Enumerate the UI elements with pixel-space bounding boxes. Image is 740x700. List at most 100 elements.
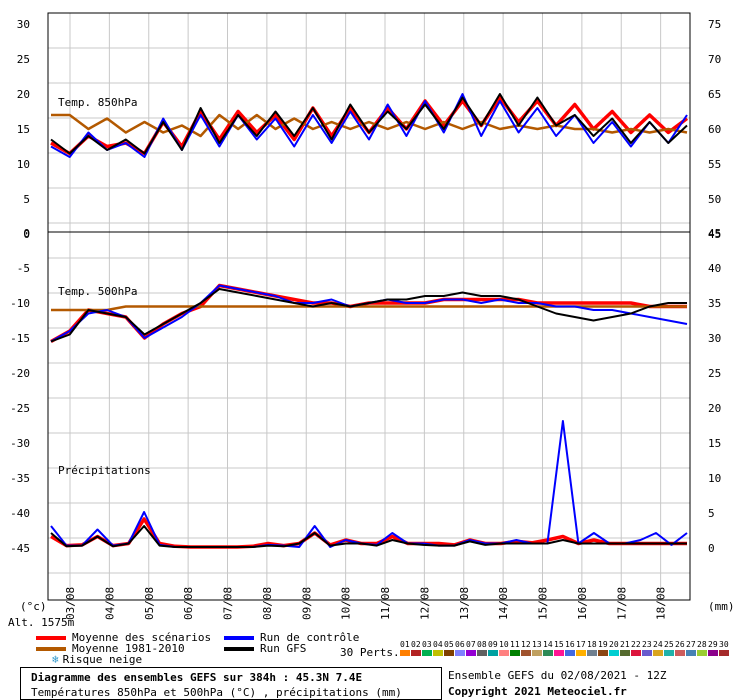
pert-color-swatch [708, 650, 718, 656]
x-tick-label: 11/08 [379, 587, 392, 620]
panel-label-precip: Précipitations [58, 464, 151, 477]
pert-color-swatch [532, 650, 542, 656]
y-tick-left: 5 [23, 193, 30, 206]
y-tick-left: -45 [10, 542, 30, 555]
x-tick-label: 06/08 [182, 587, 195, 620]
pert-color-swatch [664, 650, 674, 656]
pert-number: 06 [455, 640, 465, 649]
pert-number: 05 [444, 640, 454, 649]
series-precip-line [50, 525, 687, 548]
left-unit-label: (°c) [20, 600, 47, 613]
panel-label-500: Temp. 500hPa [58, 285, 137, 298]
y-tick-right: 25 [708, 367, 721, 380]
pert-color-swatch [554, 650, 564, 656]
series-850-line [50, 93, 688, 155]
legend-item-mean: Moyenne des scénarios [36, 632, 211, 643]
pert-color-swatch [499, 650, 509, 656]
legend-item-gfs: Run GFS [224, 643, 306, 654]
panel-label-850: Temp. 850hPa [58, 96, 137, 109]
pert-color-swatch [510, 650, 520, 656]
pert-number: 10 [499, 640, 509, 649]
y-tick-right: 75 [708, 18, 721, 31]
pert-color-swatch [521, 650, 531, 656]
y-tick-left: -30 [10, 437, 30, 450]
y-tick-left: -15 [10, 332, 30, 345]
y-tick-left: 20 [17, 88, 30, 101]
pert-number: 02 [411, 640, 421, 649]
legend-label: Run GFS [260, 642, 307, 655]
pert-number: 01 [400, 640, 410, 649]
legend-swatch [224, 636, 254, 640]
pert-number: 21 [620, 640, 630, 649]
pert-number: 03 [422, 640, 432, 649]
pert-number: 11 [510, 640, 520, 649]
x-tick-label: 03/08 [64, 587, 77, 620]
pert-color-swatch [543, 650, 553, 656]
series-500-line [50, 288, 687, 343]
x-tick-label: 05/08 [143, 587, 156, 620]
y-tick-right: 70 [708, 53, 721, 66]
y-tick-right: 60 [708, 123, 721, 136]
x-tick-label: 10/08 [340, 587, 353, 620]
pert-color-swatch [631, 650, 641, 656]
x-tick-label: 17/08 [615, 587, 628, 620]
pert-number: 29 [708, 640, 718, 649]
series-layer [50, 93, 689, 549]
footer-info-box: Diagramme des ensembles GEFS sur 384h : … [20, 667, 442, 700]
pert-number: 19 [598, 640, 608, 649]
legend-swatch [224, 647, 254, 651]
y-tick-right: 5 [708, 507, 715, 520]
x-tick-label: 14/08 [497, 587, 510, 620]
y-tick-left: -5 [17, 262, 30, 275]
legend-label: Risque neige [62, 653, 143, 666]
legend-label: Run de contrôle [260, 631, 360, 644]
pert-number: 04 [433, 640, 443, 649]
pert-number: 16 [565, 640, 575, 649]
pert-number: 13 [532, 640, 542, 649]
pert-color-swatch [576, 650, 586, 656]
pert-color-swatch [653, 650, 663, 656]
pert-color-swatch [697, 650, 707, 656]
pert-color-swatch [422, 650, 432, 656]
pert-color-swatch [444, 650, 454, 656]
pert-number: 07 [466, 640, 476, 649]
pert-number: 28 [697, 640, 707, 649]
y-tick-left: -35 [10, 472, 30, 485]
x-tick-label: 08/08 [261, 587, 274, 620]
x-tick-label: 16/08 [576, 587, 589, 620]
y-tick-right: 20 [708, 402, 721, 415]
pert-number: 18 [587, 640, 597, 649]
y-tick-left: 30 [17, 18, 30, 31]
right-unit-label: (mm) [708, 600, 735, 613]
x-tick-label: 15/08 [537, 587, 550, 620]
pert-number: 25 [664, 640, 674, 649]
legend-item-control: Run de contrôle [224, 632, 359, 643]
y-tick-right: 40 [708, 262, 721, 275]
x-tick-label: 12/08 [418, 587, 431, 620]
pert-color-swatch [686, 650, 696, 656]
y-tick-right: 55 [708, 158, 721, 171]
y-tick-left: -25 [10, 402, 30, 415]
x-tick-label: 18/08 [655, 587, 668, 620]
pert-number: 12 [521, 640, 531, 649]
pert-color-swatch [400, 650, 410, 656]
y-tick-left: 0 [23, 228, 30, 241]
pert-number: 27 [686, 640, 696, 649]
pert-color-swatch [598, 650, 608, 656]
series-500-line [51, 305, 687, 312]
legend-label: Moyenne 1981-2010 [72, 642, 185, 655]
pert-color-swatch [719, 650, 729, 656]
y-tick-left: -10 [10, 297, 30, 310]
y-tick-right: 15 [708, 437, 721, 450]
pert-color-swatch [488, 650, 498, 656]
snowflake-icon: ❄ [52, 653, 59, 666]
pert-number: 17 [576, 640, 586, 649]
y-tick-left: -40 [10, 507, 30, 520]
pert-number: 26 [675, 640, 685, 649]
axis-labels: 03/08 04/08 05/08 06/08 07/08 08/08 09/08 10/08… [10, 18, 721, 620]
pert-color-swatch [620, 650, 630, 656]
pert-color-swatch [587, 650, 597, 656]
y-tick-right: 45 [708, 227, 721, 240]
x-tick-label: 09/08 [300, 587, 313, 620]
